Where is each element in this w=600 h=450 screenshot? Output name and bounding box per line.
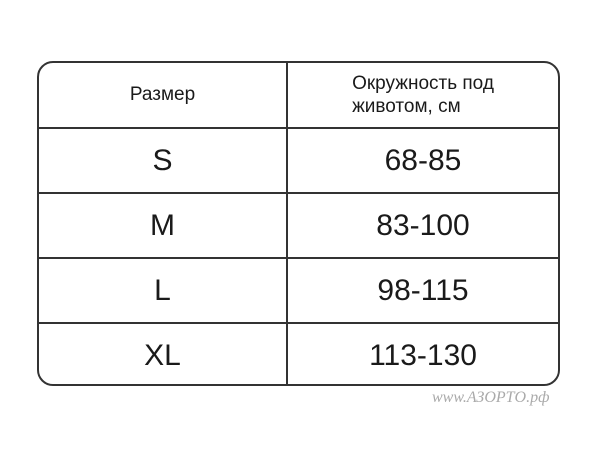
header-row: Размер Окружность под животом, см: [39, 63, 558, 127]
table-row: M 83-100: [39, 192, 558, 257]
size-table: Размер Окружность под животом, см S 68-85 …: [37, 61, 560, 386]
table-row: L 98-115: [39, 257, 558, 322]
watermark: www.АЗОРТО.рф: [432, 389, 550, 406]
table-row: S 68-85: [39, 127, 558, 192]
table-row: XL 113-130: [39, 322, 558, 384]
header-circumference: Окружность под животом, см: [352, 73, 494, 117]
header-size: Размер: [39, 63, 288, 127]
